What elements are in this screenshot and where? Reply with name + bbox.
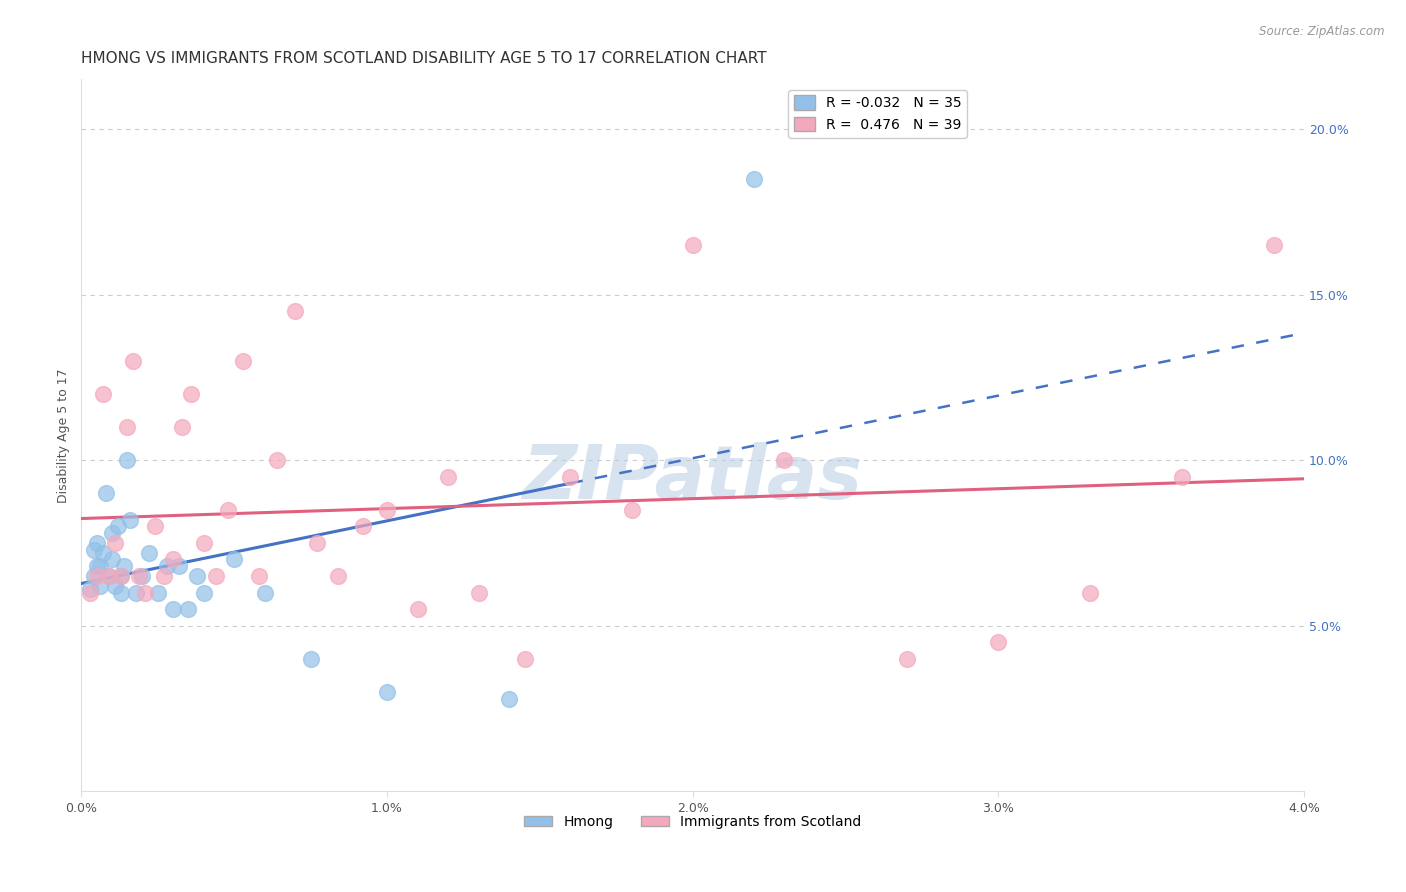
- Point: [896, 652, 918, 666]
- Point: [156, 559, 179, 574]
- Point: [107, 519, 129, 533]
- Point: [253, 585, 276, 599]
- Point: [172, 420, 194, 434]
- Point: [97, 569, 120, 583]
- Text: HMONG VS IMMIGRANTS FROM SCOTLAND DISABILITY AGE 5 TO 17 CORRELATION CHART: HMONG VS IMMIGRANTS FROM SCOTLAND DISABI…: [82, 51, 766, 66]
- Point: [299, 652, 322, 666]
- Point: [167, 559, 190, 574]
- Point: [204, 569, 226, 583]
- Point: [115, 420, 138, 434]
- Point: [186, 569, 208, 583]
- Point: [467, 585, 489, 599]
- Text: Source: ZipAtlas.com: Source: ZipAtlas.com: [1260, 25, 1385, 38]
- Point: [773, 453, 796, 467]
- Point: [101, 526, 124, 541]
- Point: [406, 602, 429, 616]
- Point: [266, 453, 288, 467]
- Point: [1078, 585, 1101, 599]
- Point: [375, 503, 398, 517]
- Point: [94, 486, 117, 500]
- Point: [162, 552, 184, 566]
- Point: [143, 519, 166, 533]
- Point: [193, 536, 215, 550]
- Y-axis label: Disability Age 5 to 17: Disability Age 5 to 17: [58, 368, 70, 502]
- Point: [742, 171, 765, 186]
- Point: [101, 552, 124, 566]
- Legend: Hmong, Immigrants from Scotland: Hmong, Immigrants from Scotland: [519, 809, 866, 834]
- Point: [86, 559, 108, 574]
- Point: [326, 569, 349, 583]
- Point: [146, 585, 169, 599]
- Point: [128, 569, 150, 583]
- Point: [682, 238, 704, 252]
- Point: [79, 585, 101, 599]
- Point: [83, 569, 105, 583]
- Point: [305, 536, 328, 550]
- Point: [1263, 238, 1285, 252]
- Point: [83, 542, 105, 557]
- Point: [498, 691, 520, 706]
- Point: [232, 353, 254, 368]
- Point: [153, 569, 176, 583]
- Point: [513, 652, 536, 666]
- Point: [79, 582, 101, 597]
- Point: [284, 304, 307, 318]
- Point: [180, 387, 202, 401]
- Point: [122, 353, 145, 368]
- Point: [247, 569, 270, 583]
- Point: [91, 387, 114, 401]
- Point: [560, 469, 582, 483]
- Point: [162, 602, 184, 616]
- Point: [620, 503, 643, 517]
- Point: [104, 579, 127, 593]
- Point: [138, 546, 160, 560]
- Point: [112, 559, 135, 574]
- Point: [217, 503, 239, 517]
- Point: [224, 552, 246, 566]
- Point: [437, 469, 460, 483]
- Point: [193, 585, 215, 599]
- Point: [97, 569, 120, 583]
- Point: [375, 685, 398, 699]
- Point: [120, 513, 142, 527]
- Point: [134, 585, 156, 599]
- Point: [177, 602, 200, 616]
- Point: [104, 536, 127, 550]
- Point: [125, 585, 148, 599]
- Point: [115, 453, 138, 467]
- Point: [91, 546, 114, 560]
- Point: [89, 579, 111, 593]
- Point: [110, 569, 132, 583]
- Point: [1171, 469, 1194, 483]
- Point: [89, 559, 111, 574]
- Text: ZIPatlas: ZIPatlas: [523, 442, 863, 515]
- Point: [110, 569, 132, 583]
- Point: [110, 585, 132, 599]
- Point: [987, 635, 1010, 649]
- Point: [86, 569, 108, 583]
- Point: [86, 536, 108, 550]
- Point: [352, 519, 374, 533]
- Point: [131, 569, 153, 583]
